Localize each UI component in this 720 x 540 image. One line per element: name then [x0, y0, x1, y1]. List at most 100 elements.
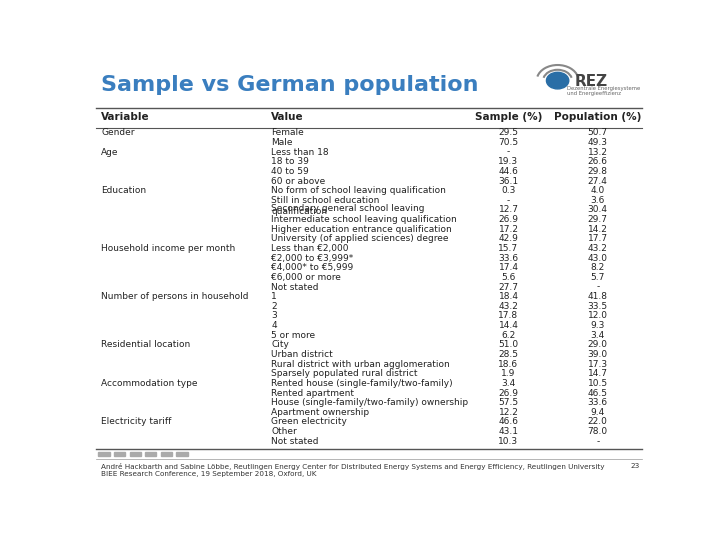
Text: 13.2: 13.2 — [588, 147, 608, 157]
Text: BIEE Research Conference, 19 September 2018, Oxford, UK: BIEE Research Conference, 19 September 2… — [101, 471, 317, 477]
Text: 17.4: 17.4 — [498, 264, 518, 272]
Text: Age: Age — [101, 147, 119, 157]
Text: 6.2: 6.2 — [501, 330, 516, 340]
Text: -: - — [507, 196, 510, 205]
Bar — [114, 453, 125, 456]
Bar — [99, 453, 109, 456]
Text: 78.0: 78.0 — [588, 427, 608, 436]
Text: 28.5: 28.5 — [498, 350, 518, 359]
Text: Apartment ownership: Apartment ownership — [271, 408, 369, 417]
Text: 3.4: 3.4 — [590, 330, 605, 340]
Text: 18 to 39: 18 to 39 — [271, 157, 309, 166]
Text: 1: 1 — [271, 292, 277, 301]
Text: 23: 23 — [631, 463, 639, 469]
Text: Not stated: Not stated — [271, 437, 319, 445]
Text: €6,000 or more: €6,000 or more — [271, 273, 341, 282]
Text: 14.2: 14.2 — [588, 225, 608, 234]
Text: 43.2: 43.2 — [498, 302, 518, 311]
Text: Sample vs German population: Sample vs German population — [101, 75, 479, 95]
Text: -: - — [596, 437, 600, 445]
Text: 29.0: 29.0 — [588, 340, 608, 349]
Text: 9.3: 9.3 — [590, 321, 605, 330]
Text: 1.9: 1.9 — [501, 369, 516, 379]
Circle shape — [546, 72, 569, 89]
Text: 18.4: 18.4 — [498, 292, 518, 301]
Text: €2,000 to €3,999*: €2,000 to €3,999* — [271, 254, 354, 262]
Text: University (of applied sciences) degree: University (of applied sciences) degree — [271, 234, 449, 244]
Text: No form of school leaving qualification: No form of school leaving qualification — [271, 186, 446, 195]
Text: 40 to 59: 40 to 59 — [271, 167, 309, 176]
Text: 22.0: 22.0 — [588, 417, 608, 427]
Text: -: - — [507, 147, 510, 157]
Bar — [161, 453, 172, 456]
Text: André Hackbarth and Sabine Löbbe, Reutlingen Energy Center for Distributed Energ: André Hackbarth and Sabine Löbbe, Reutli… — [101, 463, 605, 470]
Text: 17.2: 17.2 — [498, 225, 518, 234]
Text: 10.5: 10.5 — [588, 379, 608, 388]
Text: Sparsely populated rural district: Sparsely populated rural district — [271, 369, 418, 379]
Text: 41.8: 41.8 — [588, 292, 608, 301]
Text: 5.7: 5.7 — [590, 273, 605, 282]
Text: 51.0: 51.0 — [498, 340, 518, 349]
Text: 46.5: 46.5 — [588, 389, 608, 397]
Text: Residential location: Residential location — [101, 340, 190, 349]
Text: 12.2: 12.2 — [498, 408, 518, 417]
Text: REZ: REZ — [575, 74, 608, 89]
Text: 17.8: 17.8 — [498, 312, 518, 320]
Text: 70.5: 70.5 — [498, 138, 518, 147]
Text: 0.3: 0.3 — [501, 186, 516, 195]
Text: 10.3: 10.3 — [498, 437, 518, 445]
Text: 3.4: 3.4 — [501, 379, 516, 388]
Text: Male: Male — [271, 138, 293, 147]
Text: Urban district: Urban district — [271, 350, 333, 359]
Text: 57.5: 57.5 — [498, 398, 518, 407]
Text: 26.9: 26.9 — [498, 389, 518, 397]
Text: Not stated: Not stated — [271, 282, 319, 292]
Text: 33.5: 33.5 — [588, 302, 608, 311]
Text: 43.1: 43.1 — [498, 427, 518, 436]
Text: 5.6: 5.6 — [501, 273, 516, 282]
Bar — [130, 453, 141, 456]
Text: 39.0: 39.0 — [588, 350, 608, 359]
Text: Gender: Gender — [101, 129, 135, 137]
Text: 50.7: 50.7 — [588, 129, 608, 137]
Text: City: City — [271, 340, 289, 349]
Text: Female: Female — [271, 129, 304, 137]
Text: 3.6: 3.6 — [590, 196, 605, 205]
Text: 3: 3 — [271, 312, 277, 320]
Bar — [145, 453, 156, 456]
Text: Green electricity: Green electricity — [271, 417, 347, 427]
Text: House (single-family/two-family) ownership: House (single-family/two-family) ownersh… — [271, 398, 469, 407]
Text: -: - — [596, 282, 600, 292]
Text: Higher education entrance qualification: Higher education entrance qualification — [271, 225, 452, 234]
Text: 17.3: 17.3 — [588, 360, 608, 369]
Text: Secondary general school leaving: Secondary general school leaving — [271, 204, 425, 213]
Text: 60 or above: 60 or above — [271, 177, 325, 186]
Text: 29.7: 29.7 — [588, 215, 608, 224]
Text: Household income per month: Household income per month — [101, 244, 235, 253]
Text: 27.4: 27.4 — [588, 177, 608, 186]
Text: 9.4: 9.4 — [590, 408, 605, 417]
Text: Sample (%): Sample (%) — [474, 112, 542, 122]
Text: 30.4: 30.4 — [588, 205, 608, 214]
Text: 14.7: 14.7 — [588, 369, 608, 379]
Text: 14.4: 14.4 — [498, 321, 518, 330]
Text: Less than €2,000: Less than €2,000 — [271, 244, 349, 253]
Text: 15.7: 15.7 — [498, 244, 518, 253]
Text: 12.0: 12.0 — [588, 312, 608, 320]
Text: 12.7: 12.7 — [498, 205, 518, 214]
Text: €4,000* to €5,999: €4,000* to €5,999 — [271, 264, 354, 272]
Text: Variable: Variable — [101, 112, 150, 122]
Text: 19.3: 19.3 — [498, 157, 518, 166]
Text: Number of persons in household: Number of persons in household — [101, 292, 248, 301]
Text: 36.1: 36.1 — [498, 177, 518, 186]
Text: 43.0: 43.0 — [588, 254, 608, 262]
Text: 33.6: 33.6 — [498, 254, 518, 262]
Text: 2: 2 — [271, 302, 277, 311]
Text: 42.9: 42.9 — [498, 234, 518, 244]
Text: 43.2: 43.2 — [588, 244, 608, 253]
Text: Intermediate school leaving qualification: Intermediate school leaving qualificatio… — [271, 215, 457, 224]
Text: 33.6: 33.6 — [588, 398, 608, 407]
Text: 26.9: 26.9 — [498, 215, 518, 224]
Text: und Energieeffizienz: und Energieeffizienz — [567, 91, 621, 97]
Text: Rented house (single-family/two-family): Rented house (single-family/two-family) — [271, 379, 453, 388]
